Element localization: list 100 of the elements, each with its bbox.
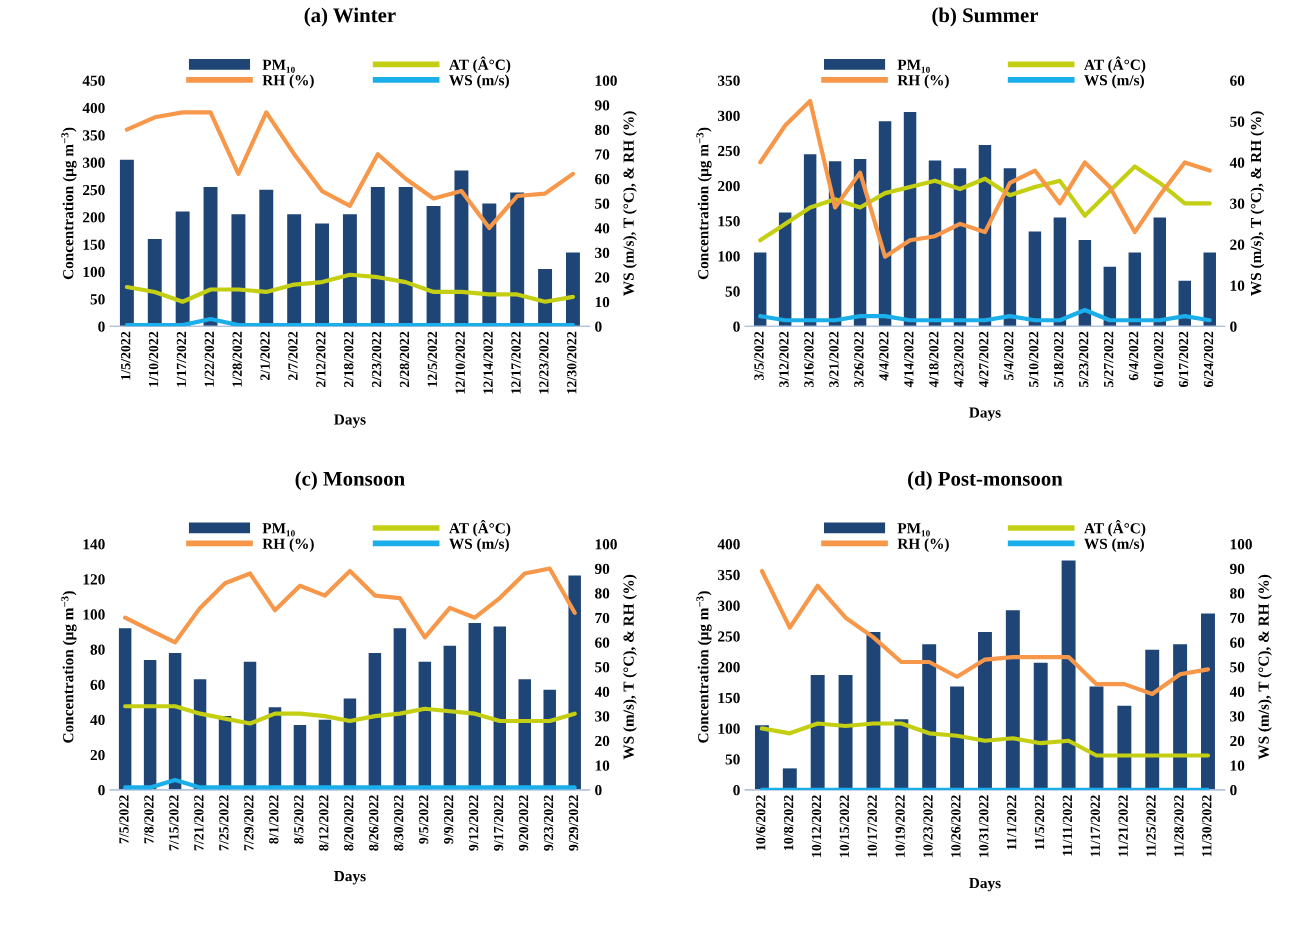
y-tick-label: 250 [718, 631, 740, 642]
x-tick-label: 12/10/2022 [455, 331, 465, 394]
x-tick-label: 9/5/2022 [418, 795, 429, 844]
y-tick-label: 100 [83, 266, 105, 278]
x-tick-label: 10/19/2022 [895, 795, 905, 857]
y-tick-label: 100 [718, 251, 740, 262]
x-tick-label: 10/8/2022 [783, 795, 794, 850]
legend-label: AT (Â°C) [449, 520, 511, 537]
y-tick-label: 150 [718, 216, 740, 227]
y2-tick-label: 20 [1230, 735, 1245, 747]
bar [1153, 217, 1167, 327]
bar [1053, 217, 1067, 327]
x-tick-label: 11/21/2022 [1118, 795, 1128, 857]
y-tick-label: 350 [82, 130, 105, 141]
bar [1078, 239, 1092, 327]
x-tick-label: 8/5/2022 [294, 795, 304, 844]
y-tick-label: 20 [90, 749, 105, 761]
y-tick-label: 120 [83, 574, 105, 585]
x-tick-label: 9/20/2022 [518, 795, 529, 851]
y2-tick-label: 70 [595, 149, 610, 160]
y-tick-label: 350 [718, 75, 740, 86]
x-tick-label: 5/18/2022 [1053, 331, 1064, 387]
y2-axis-title: WS (m/s), T (°C), & RH (%) [1258, 574, 1272, 760]
x-tick-label: 12/17/2022 [511, 331, 521, 394]
y2-tick-label: 30 [1230, 711, 1245, 722]
line-series [759, 721, 1211, 758]
y2-tick-label: 80 [595, 588, 610, 599]
y-tick-label: 250 [83, 184, 105, 196]
y-axis-title: Concentration (μg m$^{−3}$) [61, 591, 77, 743]
y2-tick-label: 80 [595, 124, 610, 136]
x-tick-label: 4/23/2022 [954, 331, 964, 388]
y2-tick-label: 30 [595, 247, 610, 259]
y2-tick-label: 40 [1229, 157, 1245, 168]
x-tick-label: 7/21/2022 [194, 795, 204, 851]
x-tick-label: 3/26/2022 [854, 331, 864, 388]
x-tick-label: 4/18/2022 [929, 331, 939, 388]
x-tick-label: 2/28/2022 [399, 331, 410, 387]
y2-tick-label: 60 [595, 173, 610, 185]
y2-tick-label: 50 [595, 662, 610, 673]
line-series [758, 98, 1212, 259]
y-tick-label: 40 [90, 714, 105, 726]
y2-tick-label: 100 [1230, 539, 1252, 550]
y2-axis-title: WS (m/s), T (°C), & RH (%) [1250, 111, 1265, 296]
legend-label: PM₁₀ [897, 59, 930, 73]
x-tick-label: 3/12/2022 [779, 331, 789, 388]
line-series [758, 164, 1212, 243]
legend-label: AT (Â°C) [1084, 56, 1146, 73]
x-tick-label: 1/5/2022 [120, 331, 131, 380]
y2-tick-label: 100 [595, 75, 617, 86]
legend-label: PM₁₀ [262, 523, 295, 537]
x-tick-label: 10/23/2022 [923, 795, 933, 857]
x-tick-label: 6/4/2022 [1128, 331, 1139, 381]
x-tick-label: 11/11/2022 [1062, 795, 1073, 856]
x-tick-label: 11/30/2022 [1202, 795, 1212, 857]
x-tick-label: 7/29/2022 [244, 795, 254, 851]
bar [866, 631, 881, 790]
x-axis-title: Days [334, 871, 366, 885]
bar [1128, 252, 1142, 327]
y2-tick-label: 10 [1230, 280, 1245, 291]
y-tick-label: 150 [83, 239, 105, 250]
legend-label: WS (m/s) [1084, 74, 1144, 89]
y2-axis-title: WS (m/s), T (°C), & RH (%) [623, 574, 637, 760]
x-tick-label: 4/14/2022 [904, 331, 914, 388]
bar [119, 159, 134, 327]
bar [1061, 560, 1076, 790]
x-tick-label: 10/26/2022 [951, 795, 961, 857]
x-tick-label: 2/7/2022 [288, 331, 298, 381]
x-tick-label: 9/23/2022 [543, 795, 554, 851]
x-tick-label: 10/17/2022 [867, 795, 877, 857]
x-tick-label: 7/15/2022 [169, 795, 179, 851]
y-tick-label: 60 [90, 679, 105, 690]
y-tick-label: 0 [733, 321, 740, 332]
y2-tick-label: 40 [594, 686, 610, 697]
y-tick-label: 400 [82, 102, 105, 114]
x-tick-label: 9/9/2022 [443, 795, 454, 844]
y-tick-label: 200 [718, 180, 740, 192]
bar [922, 644, 937, 790]
x-tick-label: 12/30/2022 [567, 331, 577, 394]
x-tick-label: 11/28/2022 [1174, 795, 1184, 857]
y-tick-label: 0 [98, 785, 105, 796]
y2-tick-label: 0 [595, 321, 602, 332]
y-tick-label: 50 [90, 294, 105, 305]
x-tick-label: 9/29/2022 [568, 795, 579, 851]
bar [568, 575, 581, 790]
legend-label: PM₁₀ [897, 523, 930, 537]
y2-tick-label: 20 [595, 735, 610, 747]
y-tick-label: 250 [718, 145, 740, 157]
x-tick-label: 10/6/2022 [756, 795, 766, 850]
bar [1203, 252, 1216, 327]
chart-title: (c) Monsoon [295, 471, 405, 491]
x-tick-label: 3/16/2022 [804, 331, 814, 388]
y-axis-title: Concentration (μg m$^{−3}$) [61, 127, 77, 280]
bar [1028, 231, 1042, 327]
y2-tick-label: 90 [594, 100, 610, 111]
x-tick-label: 12/23/2022 [539, 331, 549, 394]
x-tick-label: 11/5/2022 [1034, 795, 1045, 850]
y2-tick-label: 10 [1230, 760, 1245, 771]
legend-label: AT (Â°C) [449, 56, 511, 73]
line-series [759, 568, 1211, 697]
x-tick-label: 2/23/2022 [371, 331, 382, 387]
